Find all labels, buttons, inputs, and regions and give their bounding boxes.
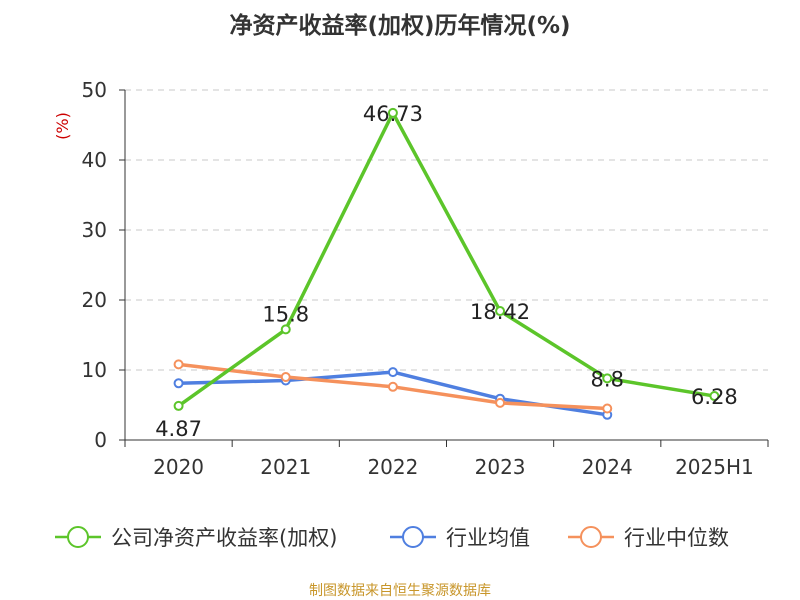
data-point [709,391,720,402]
data-label: 4.87 [155,417,202,441]
data-point [495,397,506,408]
data-point [387,107,398,118]
data-point [280,324,291,335]
data-label: 46.73 [363,102,423,126]
legend-marker [67,526,89,548]
data-label: 8.8 [591,367,624,391]
legend-label[interactable]: 行业中位数 [624,526,729,550]
legend-label[interactable]: 公司净资产收益率(加权) [111,526,337,550]
data-label: 6.28 [691,385,738,409]
x-tick-label: 2021 [260,455,311,479]
source-footer: 制图数据来自恒生聚源数据库 [309,583,491,599]
y-tick-label: 30 [82,218,107,242]
data-point [495,306,506,317]
y-tick-label: 0 [94,428,107,452]
y-tick-label: 20 [82,288,107,312]
data-label: 15.8 [262,302,309,326]
x-tick-label: 2023 [475,455,526,479]
legend-marker [580,526,602,548]
data-point [173,359,184,370]
y-axis-label: (%) [53,112,72,140]
data-point [280,372,291,382]
y-tick-label: 10 [82,358,107,382]
data-point [387,381,398,392]
y-tick-label: 40 [82,148,107,172]
series-line [178,370,608,417]
data-point [173,378,184,389]
x-tick-label: 2024 [582,455,633,479]
y-tick-label: 50 [82,78,107,102]
data-point [173,400,184,411]
x-tick-label: 2025H1 [675,455,754,479]
data-label: 18.42 [470,300,530,324]
chart-title: 净资产收益率(加权)历年情况(%) [229,13,571,39]
x-tick-label: 2022 [367,455,418,479]
legend-label[interactable]: 行业均值 [446,526,530,550]
legend-marker [402,526,424,548]
data-point [387,367,398,378]
data-point [602,373,613,384]
x-tick-label: 2020 [153,455,204,479]
series-line [177,111,715,408]
data-point [602,403,613,414]
